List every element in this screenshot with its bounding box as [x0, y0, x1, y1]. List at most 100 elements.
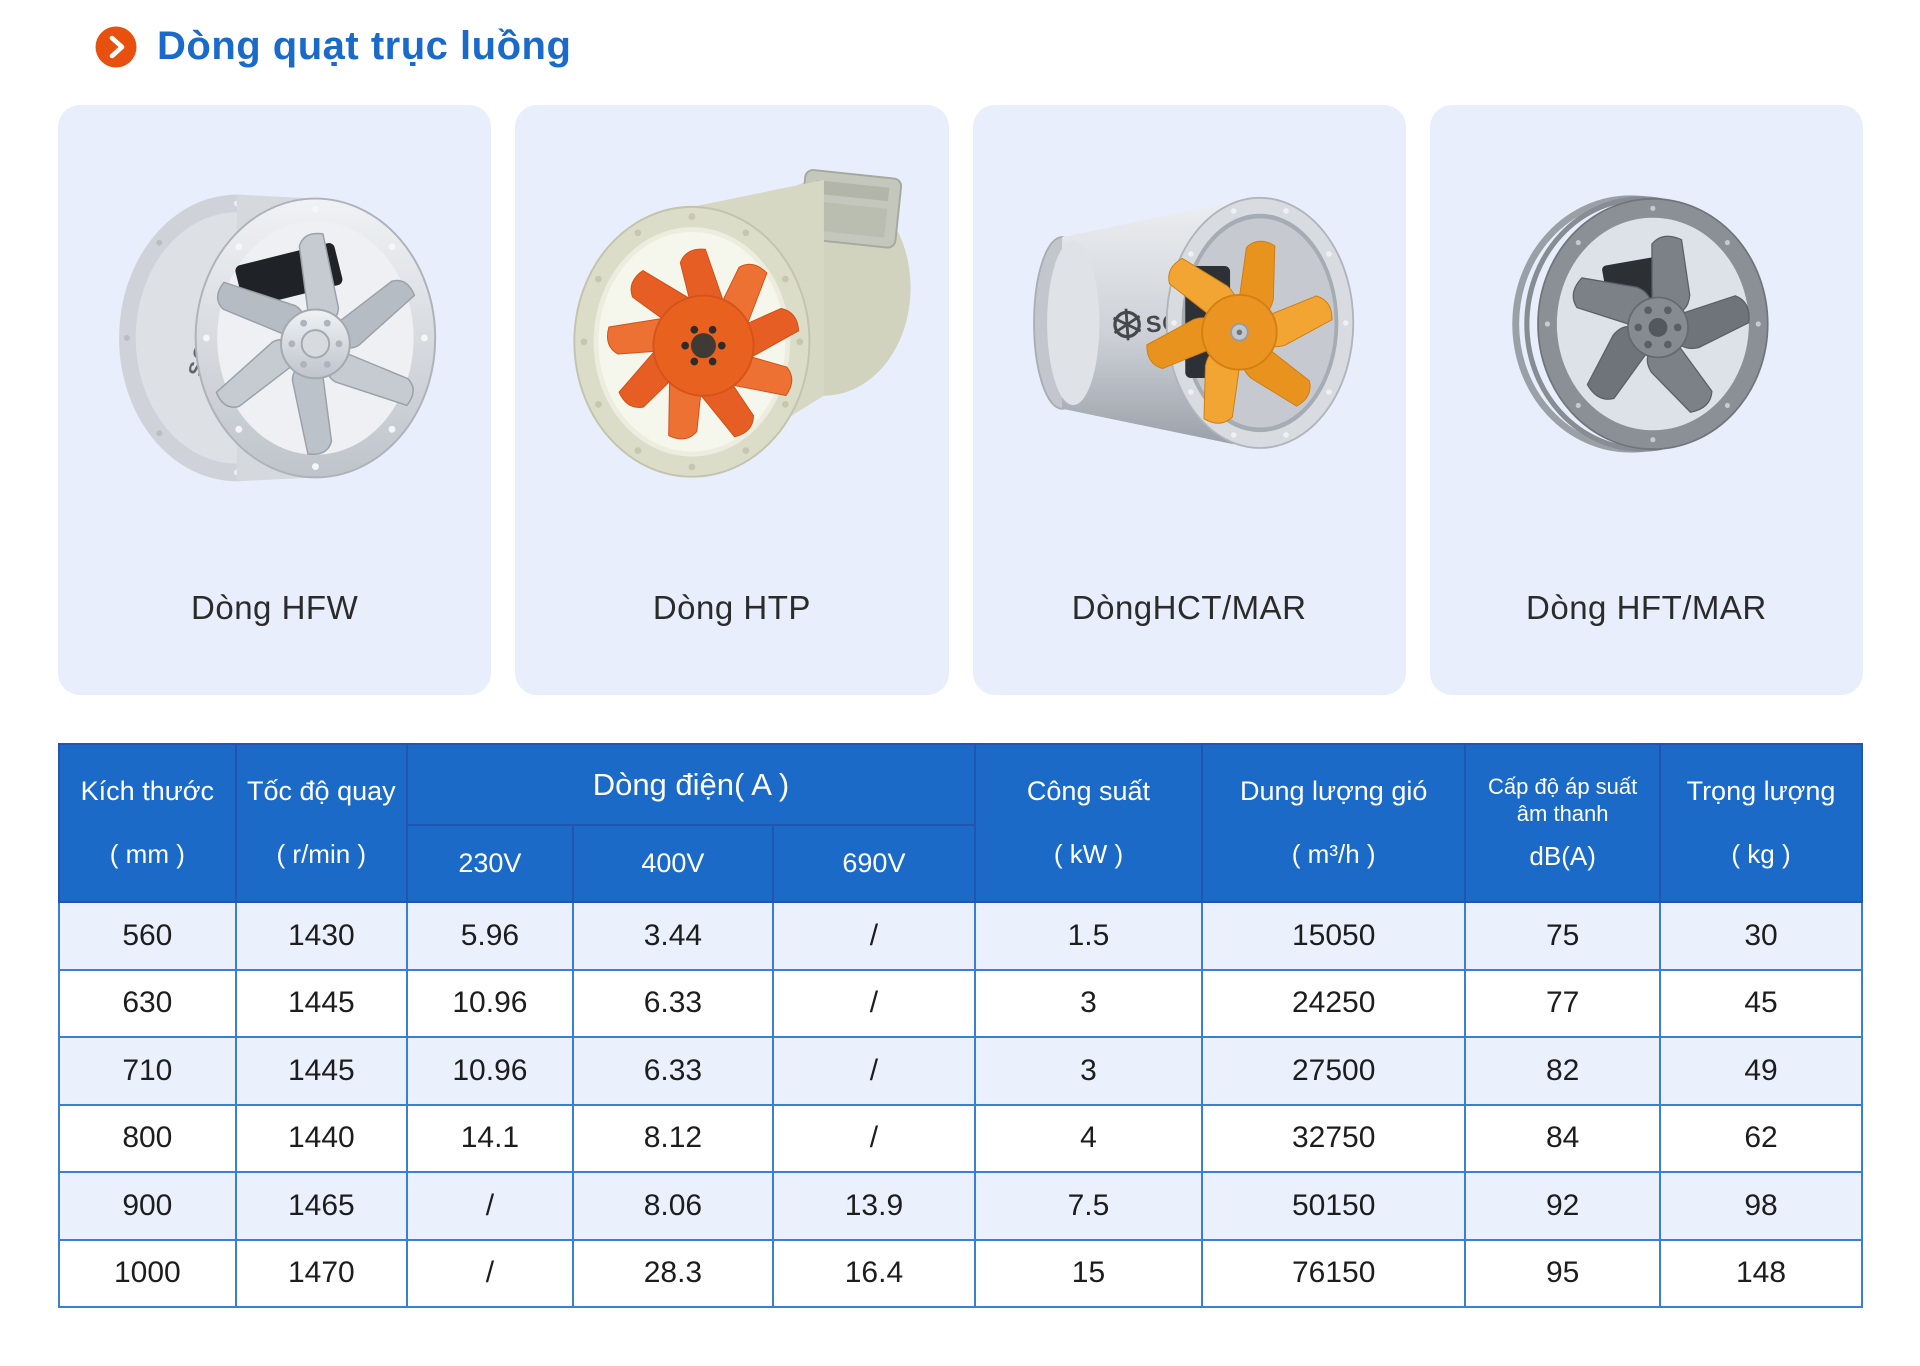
table-cell: 1465	[234, 1171, 408, 1241]
table-cell: 7.5	[973, 1171, 1204, 1241]
section-header: Dòng quạt trục luồng	[0, 0, 1920, 69]
table-cell: /	[771, 901, 976, 971]
table-cell: 49	[1659, 1036, 1863, 1106]
table-cell: 24250	[1201, 968, 1467, 1038]
table-cell: 900	[58, 1171, 237, 1241]
table-cell: 1430	[234, 901, 408, 971]
table-cell: 14.1	[405, 1103, 574, 1173]
table-cell: 92	[1464, 1171, 1662, 1241]
table-body: 560 1430 5.96 3.44/1.5 15050 75 30 630 1445 10.96…	[58, 901, 1863, 1308]
table-cell: 8.06	[571, 1171, 774, 1241]
table-cell: 1445	[234, 968, 408, 1038]
table-cell: 30	[1659, 901, 1863, 971]
header-noise-unit: dB(A)	[1529, 841, 1596, 872]
table-row: 1000 1470/28.3 16.4 15 76150 95 148	[58, 1238, 1863, 1308]
table-cell: 84	[1464, 1103, 1662, 1173]
table-cell: 76150	[1201, 1238, 1467, 1308]
table-row: 710 1445 10.96 6.33/3 27500 82 49	[58, 1036, 1863, 1106]
table-cell: 800	[58, 1103, 237, 1173]
spec-table: Kích thước ( mm ) Tốc độ quay ( r/min ) …	[58, 742, 1863, 1308]
header-power-unit: ( kW )	[1053, 839, 1124, 869]
page-title: Dòng quạt trục luồng	[157, 24, 572, 68]
product-card-htp[interactable]: Dòng HTP	[515, 105, 949, 695]
header-noise-line1: Cấp độ áp suất	[1488, 773, 1638, 799]
col-header-airflow: Dung lượng gió ( m³/h )	[1201, 743, 1467, 903]
header-speed-unit: ( r/min )	[276, 839, 367, 869]
table-row: 900 1465/8.06 13.9 7.5 50150 92 98	[58, 1171, 1863, 1241]
product-name-htp: Dòng HTP	[652, 589, 811, 626]
table-cell: 27500	[1201, 1036, 1467, 1106]
table-cell: 630	[58, 968, 237, 1038]
table-cell: 75	[1464, 901, 1662, 971]
table-cell: 1445	[234, 1036, 408, 1106]
table-cell: 77	[1464, 968, 1662, 1038]
table-cell: 1440	[234, 1103, 408, 1173]
product-name-hct-mar: DòngHCT/MAR	[1071, 589, 1307, 626]
header-speed-name: Tốc độ quay	[247, 776, 396, 806]
chevron-right-icon	[95, 26, 137, 68]
table-header: Kích thước ( mm ) Tốc độ quay ( r/min ) …	[58, 742, 1863, 903]
col-header-power: Công suất ( kW )	[973, 743, 1204, 903]
product-name-hfw: Dòng HFW	[191, 589, 359, 626]
table-cell: /	[771, 1103, 976, 1173]
table-cell: 6.33	[571, 968, 774, 1038]
header-weight-name: Trọng lượng	[1686, 776, 1836, 806]
table-cell: 50150	[1201, 1171, 1467, 1241]
table-cell: /	[405, 1238, 574, 1308]
header-weight-unit: ( kg )	[1731, 839, 1791, 869]
header-size-name: Kích thước	[80, 776, 214, 806]
table-row: 630 1445 10.96 6.33/3 24250 77 45	[58, 968, 1863, 1038]
col-header-230v: 230V	[405, 824, 574, 903]
header-power-name: Công suất	[1026, 776, 1151, 806]
col-header-690v: 690V	[771, 824, 976, 903]
table-cell: 8.12	[571, 1103, 774, 1173]
table-cell: 4	[973, 1103, 1204, 1173]
col-header-noise: Cấp độ áp suất âm thanh dB(A)	[1464, 743, 1662, 903]
product-card-hfw[interactable]: SODECA	[58, 105, 492, 695]
table-cell: 148	[1659, 1238, 1863, 1308]
table-cell: 10.96	[405, 968, 574, 1038]
product-card-hct-mar[interactable]: SODECA	[972, 105, 1406, 695]
col-header-size: Kích thước ( mm )	[58, 743, 237, 903]
table-cell: 82	[1464, 1036, 1662, 1106]
header-airflow-name: Dung lượng gió	[1239, 776, 1428, 806]
table-cell: 15050	[1201, 901, 1467, 971]
fan-image-hfw: SODECA	[58, 105, 491, 567]
product-name-hft-mar: Dòng HFT/MAR	[1526, 589, 1767, 626]
table-cell: 13.9	[771, 1171, 976, 1241]
table-cell: 710	[58, 1036, 237, 1106]
fan-image-hct-mar: SODECA	[973, 105, 1406, 567]
fan-image-hft-mar	[1430, 105, 1863, 567]
table-cell: /	[405, 1171, 574, 1241]
table-cell: 95	[1464, 1238, 1662, 1308]
table-cell: 3.44	[571, 901, 774, 971]
table-row: 800 1440 14.1 8.12/4 32750 84 62	[58, 1103, 1863, 1173]
fan-image-htp	[515, 105, 948, 567]
product-card-hft-mar[interactable]: Dòng HFT/MAR	[1429, 105, 1863, 695]
table-cell: 1000	[58, 1238, 237, 1308]
col-header-400v: 400V	[571, 824, 774, 903]
table-cell: 3	[973, 1036, 1204, 1106]
table-cell: 98	[1659, 1171, 1863, 1241]
table-cell: 16.4	[771, 1238, 976, 1308]
table-cell: 5.96	[405, 901, 574, 971]
table-row: 560 1430 5.96 3.44/1.5 15050 75 30	[58, 901, 1863, 971]
table-cell: 1.5	[973, 901, 1204, 971]
product-cards: SODECA	[58, 105, 1863, 695]
table-cell: 560	[58, 901, 237, 971]
col-header-speed: Tốc độ quay ( r/min )	[234, 743, 408, 903]
table-cell: 6.33	[571, 1036, 774, 1106]
table-cell: 15	[973, 1238, 1204, 1308]
table-cell: /	[771, 1036, 976, 1106]
table-cell: 45	[1659, 968, 1863, 1038]
table-cell: 3	[973, 968, 1204, 1038]
header-noise-line2: âm thanh	[1516, 800, 1609, 826]
header-airflow-unit: ( m³/h )	[1291, 839, 1376, 869]
col-header-current-group: Dòng điện( A )	[405, 742, 976, 827]
table-cell: 1470	[234, 1238, 408, 1308]
header-size-unit: ( mm )	[109, 839, 185, 869]
table-cell: 32750	[1201, 1103, 1467, 1173]
table-cell: /	[771, 968, 976, 1038]
col-header-weight: Trọng lượng ( kg )	[1659, 743, 1863, 903]
